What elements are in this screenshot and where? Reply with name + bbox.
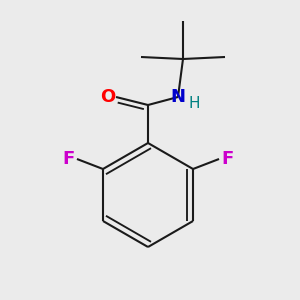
- Text: H: H: [188, 95, 200, 110]
- Text: F: F: [63, 150, 75, 168]
- Text: O: O: [100, 88, 116, 106]
- Text: F: F: [221, 150, 233, 168]
- Text: N: N: [170, 88, 185, 106]
